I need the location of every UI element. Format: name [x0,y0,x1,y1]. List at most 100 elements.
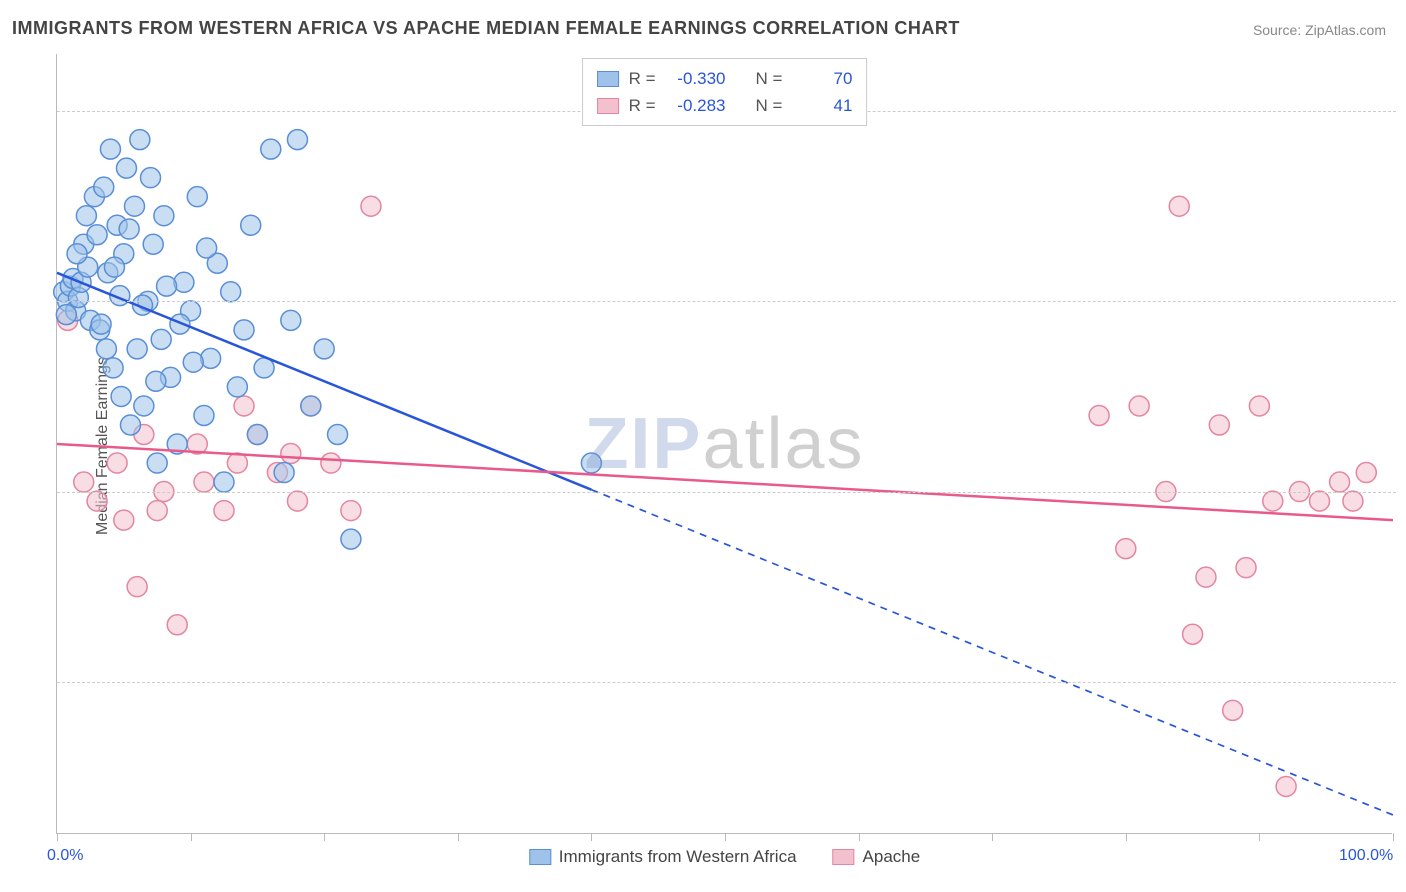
datapoint-a [234,320,254,340]
correlation-legend: R = -0.330 N = 70 R = -0.283 N = 41 [582,58,868,126]
datapoint-a [328,424,348,444]
datapoint-b [1169,196,1189,216]
datapoint-a [116,158,136,178]
datapoint-b [1276,776,1296,796]
x-tick [191,833,192,841]
datapoint-b [361,196,381,216]
datapoint-b [1249,396,1269,416]
legend-swatch-b [833,849,855,865]
datapoint-a [104,257,124,277]
datapoint-a [146,371,166,391]
datapoint-a [197,238,217,258]
datapoint-a [120,415,140,435]
datapoint-b [281,444,301,464]
legend-swatch-a [597,71,619,87]
datapoint-a [141,168,161,188]
datapoint-a [287,130,307,150]
gridline-h [57,492,1396,493]
datapoint-b [214,501,234,521]
datapoint-a [56,305,76,325]
y-tick-label: $20,000 [1396,673,1406,691]
datapoint-a [281,310,301,330]
stat-label-r: R = [629,92,656,119]
datapoint-a [127,339,147,359]
datapoint-b [107,453,127,473]
datapoint-b [341,501,361,521]
datapoint-a [157,276,177,296]
datapoint-b [234,396,254,416]
datapoint-b [127,577,147,597]
x-tick-label: 100.0% [1339,847,1393,865]
series-legend: Immigrants from Western Africa Apache [529,847,920,867]
datapoint-a [581,453,601,473]
datapoint-a [274,463,294,483]
datapoint-a [187,187,207,207]
datapoint-a [301,396,321,416]
x-tick [458,833,459,841]
legend-item-a: Immigrants from Western Africa [529,847,797,867]
x-tick [1259,833,1260,841]
datapoint-a [119,219,139,239]
datapoint-a [130,130,150,150]
datapoint-b [1209,415,1229,435]
datapoint-b [1356,463,1376,483]
legend-label-b: Apache [863,847,921,867]
datapoint-b [227,453,247,473]
datapoint-b [287,491,307,511]
x-tick [324,833,325,841]
datapoint-b [1343,491,1363,511]
legend-row-a: R = -0.330 N = 70 [597,65,853,92]
stat-r-b: -0.283 [666,92,726,119]
legend-label-a: Immigrants from Western Africa [559,847,797,867]
datapoint-b [1223,700,1243,720]
x-tick [992,833,993,841]
legend-swatch-a [529,849,551,865]
datapoint-b [321,453,341,473]
gridline-h [57,301,1396,302]
datapoint-a [214,472,234,492]
gridline-h [57,682,1396,683]
stat-n-b: 41 [792,92,852,119]
datapoint-b [1330,472,1350,492]
datapoint-a [201,348,221,368]
datapoint-a [241,215,261,235]
datapoint-a [91,314,111,334]
datapoint-b [1263,491,1283,511]
datapoint-a [111,386,131,406]
source-attribution: Source: ZipAtlas.com [1253,22,1386,38]
datapoint-b [147,501,167,521]
plot-area: ZIPatlas R = -0.330 N = 70 R = -0.283 N … [56,54,1392,834]
trendline-b [57,444,1393,520]
datapoint-b [1196,567,1216,587]
datapoint-a [76,206,96,226]
stat-label-n: N = [756,65,783,92]
datapoint-a [151,329,171,349]
datapoint-a [143,234,163,254]
datapoint-a [87,225,107,245]
x-tick [1126,833,1127,841]
x-tick [725,833,726,841]
datapoint-a [67,244,87,264]
datapoint-b [114,510,134,530]
x-tick-label: 0.0% [47,847,83,865]
datapoint-b [1129,396,1149,416]
datapoint-a [183,352,203,372]
datapoint-a [100,139,120,159]
stat-n-a: 70 [792,65,852,92]
chart-svg [57,54,1392,833]
datapoint-a [154,206,174,226]
datapoint-a [94,177,114,197]
datapoint-a [227,377,247,397]
y-tick-label: $40,000 [1396,292,1406,310]
datapoint-a [261,139,281,159]
datapoint-b [1310,491,1330,511]
datapoint-b [74,472,94,492]
x-tick [57,833,58,841]
legend-swatch-b [597,98,619,114]
datapoint-a [194,405,214,425]
stat-label-n: N = [756,92,783,119]
datapoint-b [194,472,214,492]
datapoint-b [1116,539,1136,559]
datapoint-a [96,339,116,359]
chart-title: IMMIGRANTS FROM WESTERN AFRICA VS APACHE… [12,18,960,39]
